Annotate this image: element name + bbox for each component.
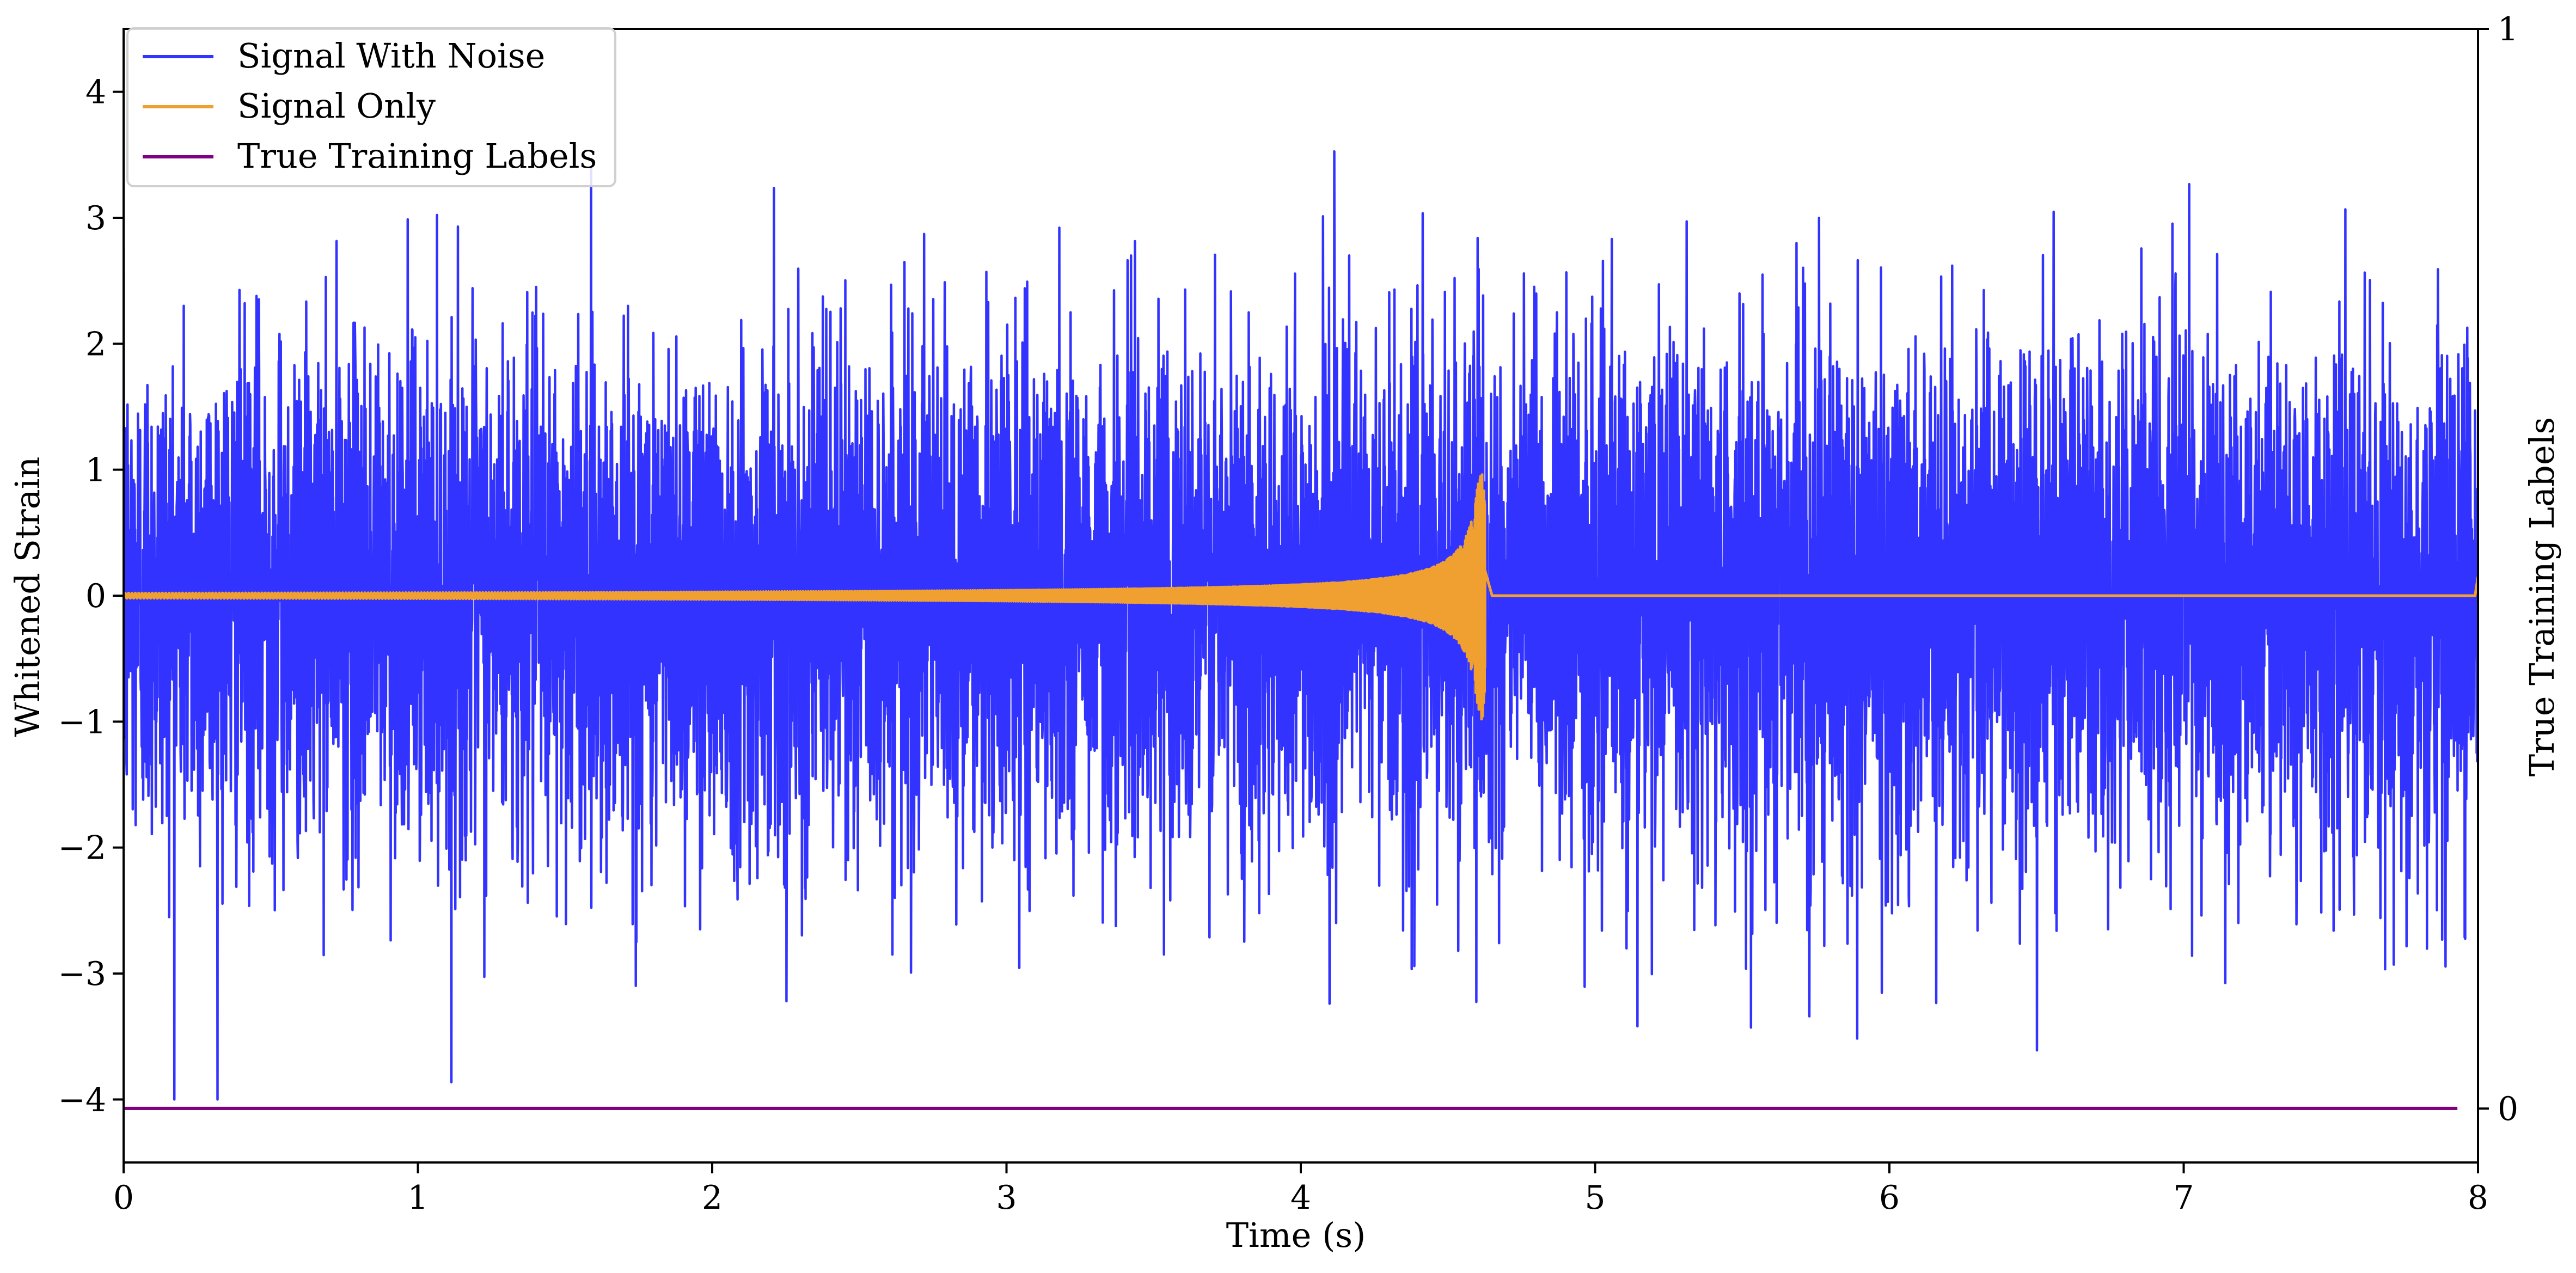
series-signal-with-noise [124,150,2478,1101]
x-tick-label-4: 4 [1290,1179,1311,1217]
y-tick-label-0: 0 [85,577,106,615]
x-tick-label-6: 6 [1879,1179,1900,1217]
y-tick-label--3: −3 [58,955,106,993]
y-tick-label--2: −2 [58,829,106,867]
x-tick-label-0: 0 [113,1179,134,1217]
x-axis-label: Time (s) [1226,1215,1366,1255]
series-signal-only [124,473,2478,721]
y-tick-label--1: −1 [58,703,106,741]
y2-tick-label-1: 1 [2498,10,2518,48]
x-tick-label-3: 3 [996,1179,1017,1217]
y2-tick-label-0: 0 [2498,1090,2518,1128]
x-tick-label-7: 7 [2173,1179,2194,1217]
y2-axis-label: True Training Labels [2522,417,2562,776]
y-tick-label-3: 3 [85,199,106,237]
y-tick-label-1: 1 [85,451,106,489]
y-axis-label: Whitened Strain [8,457,47,737]
x-tick-label-2: 2 [702,1179,723,1217]
legend-label-true-training-labels: True Training Labels [237,136,597,176]
x-tick-label-8: 8 [2468,1179,2488,1217]
y-tick-label-2: 2 [85,325,106,363]
y-tick-label--4: −4 [58,1081,106,1119]
x-tick-label-5: 5 [1584,1179,1605,1217]
x-tick-label-1: 1 [407,1179,428,1217]
legend-label-signal-with-noise: Signal With Noise [237,36,545,76]
legend-label-signal-only: Signal Only [237,86,436,126]
y-tick-label-4: 4 [85,74,106,112]
legend: Signal With Noise Signal Only True Train… [126,27,616,187]
legend-box [126,27,616,187]
